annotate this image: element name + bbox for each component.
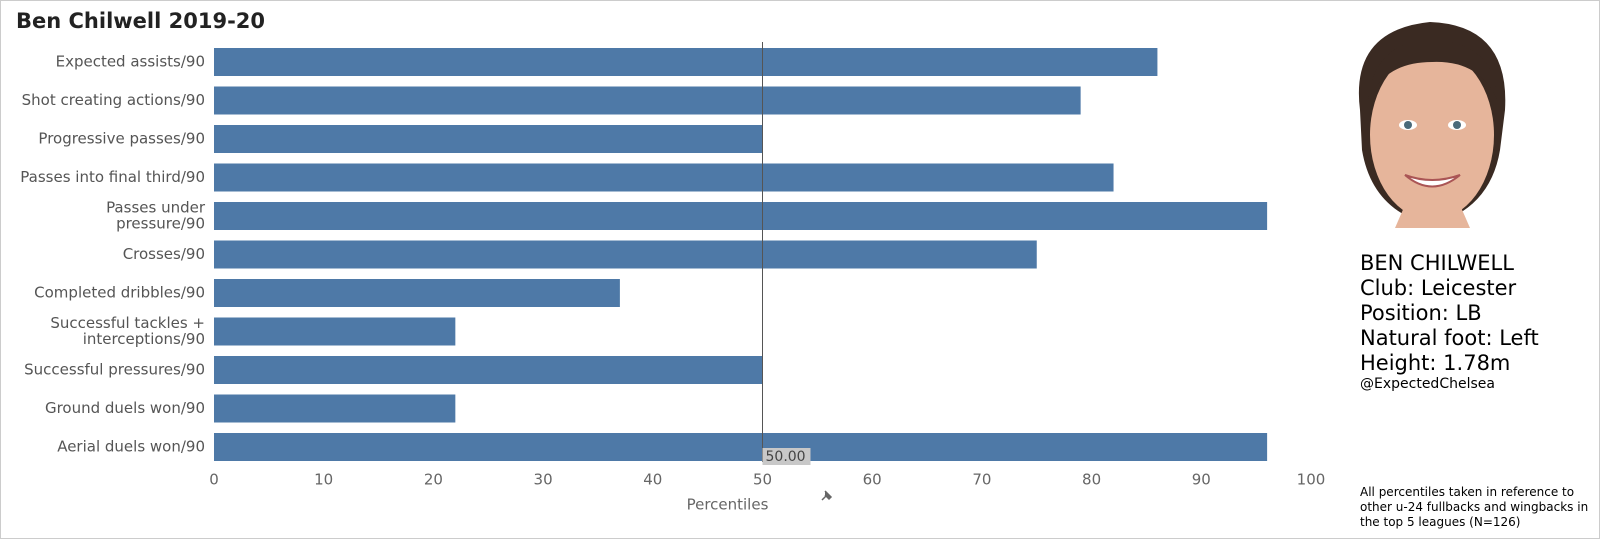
player-info: Club: Leicester (1360, 276, 1517, 300)
reference-label: 50.00 (766, 449, 806, 465)
x-tick-label: 60 (863, 471, 882, 489)
bar (214, 317, 456, 346)
y-tick-label: Successful pressures/90 (24, 361, 205, 379)
player-info: Height: 1.78m (1360, 351, 1510, 375)
handle: @ExpectedChelsea (1360, 376, 1495, 392)
y-tick-label: pressure/90 (116, 215, 205, 233)
player-photo (1358, 22, 1506, 228)
bar (214, 125, 763, 153)
x-tick-label: 20 (424, 471, 443, 489)
y-tick-label: Passes under (106, 199, 206, 217)
x-tick-label: 50 (753, 471, 772, 489)
x-tick-label: 80 (1082, 471, 1101, 489)
bar (214, 433, 1268, 461)
y-tick-label: Passes into final third/90 (20, 168, 205, 186)
x-tick-label: 30 (534, 471, 553, 489)
y-tick-label: Shot creating actions/90 (22, 91, 205, 109)
bar (214, 394, 456, 423)
bar (214, 356, 763, 384)
bar (214, 163, 1114, 192)
x-tick-label: 90 (1192, 471, 1211, 489)
y-tick-label: Aerial duels won/90 (57, 438, 205, 456)
pin-icon (821, 490, 833, 501)
x-tick-label: 40 (643, 471, 662, 489)
player-info: Position: LB (1360, 301, 1482, 325)
bar (214, 240, 1037, 269)
y-tick-label: interceptions/90 (83, 330, 205, 348)
x-tick-label: 70 (972, 471, 991, 489)
x-tick-label: 10 (314, 471, 333, 489)
y-tick-label: Ground duels won/90 (45, 399, 205, 417)
player-info: BEN CHILWELL (1360, 251, 1514, 275)
bar (214, 48, 1158, 76)
x-tick-label: 0 (209, 471, 219, 489)
bar (214, 86, 1081, 115)
y-tick-label: Completed dribbles/90 (34, 284, 205, 302)
chart-title: Ben Chilwell 2019-20 (16, 9, 265, 33)
bar (214, 202, 1268, 230)
x-axis-label: Percentiles (687, 496, 769, 514)
y-tick-label: Progressive passes/90 (38, 130, 205, 148)
reference-label-bg (762, 448, 811, 465)
x-tick-label: 100 (1297, 471, 1326, 489)
bar (214, 279, 620, 307)
y-tick-label: Crosses/90 (123, 245, 205, 263)
footnote: All percentiles taken in reference to ot… (1360, 485, 1589, 529)
y-tick-label: Successful tackles + (50, 314, 205, 332)
player-info: Natural foot: Left (1360, 326, 1539, 350)
y-tick-label: Expected assists/90 (56, 53, 205, 71)
